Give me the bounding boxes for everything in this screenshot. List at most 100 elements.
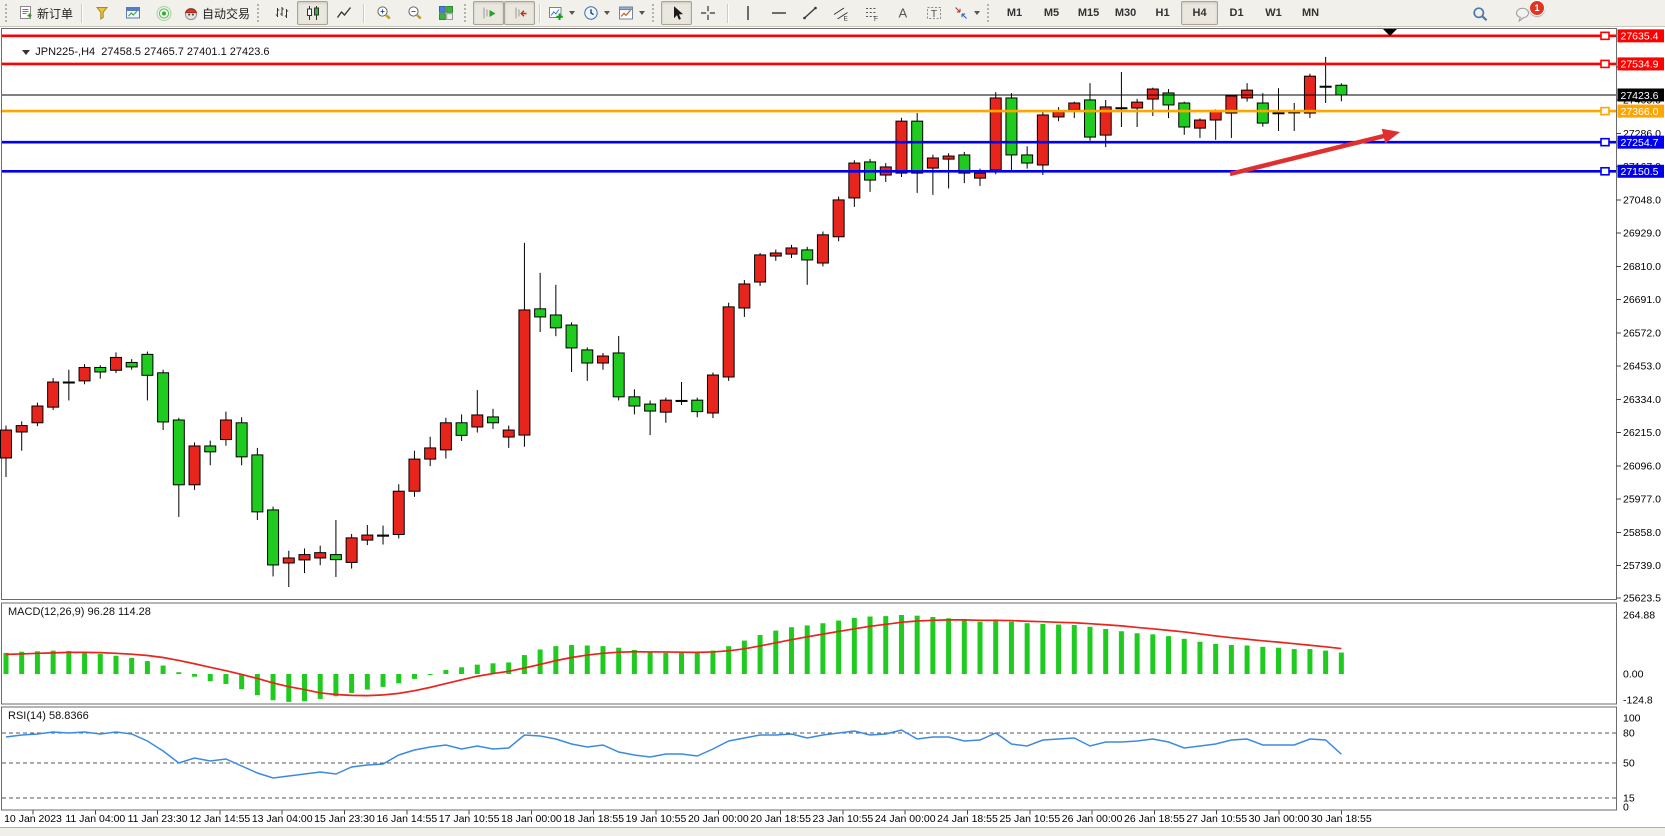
timeframe-w1-button[interactable]: W1 <box>1255 1 1292 25</box>
new-order-button[interactable]: 新订单 <box>14 1 77 25</box>
timeframe-d1-button[interactable]: D1 <box>1218 1 1255 25</box>
macd-histogram-bar <box>804 625 810 674</box>
macd-histogram-bar <box>1071 625 1077 674</box>
line-chart-button[interactable] <box>328 1 359 25</box>
auto-trading-button-label: 自动交易 <box>202 6 251 21</box>
macd-histogram-bar <box>144 661 150 674</box>
terminal-button[interactable] <box>117 1 148 25</box>
macd-histogram-bar <box>1040 623 1046 674</box>
macd-histogram-bar <box>569 645 575 674</box>
bar-chart-button[interactable] <box>266 1 297 25</box>
new-order-button-label: 新订单 <box>37 6 74 21</box>
trendline-button[interactable] <box>794 1 825 25</box>
rsi-pane[interactable] <box>1 706 1617 811</box>
search-button[interactable] <box>1464 2 1495 26</box>
auto-trading-button[interactable]: 自动交易 <box>179 1 254 25</box>
indicators-button[interactable] <box>544 1 579 25</box>
timeframe-m30-button[interactable]: M30 <box>1107 1 1144 25</box>
candle <box>706 374 719 414</box>
timeframe-mn-button[interactable]: MN <box>1292 1 1329 25</box>
candle <box>801 249 814 261</box>
macd-scale-label: 264.88 <box>1623 610 1655 622</box>
crosshair-button[interactable] <box>692 1 723 25</box>
timeframe-m1-button[interactable]: M1 <box>996 1 1033 25</box>
time-tick-label: 24 Jan 00:00 <box>875 813 936 825</box>
periods-button-dropdown-icon[interactable] <box>604 11 611 15</box>
toolbar-buttons: 新订单 自动交易 E F A T M1 M5 M15 M30 H1 H4 D1 W1 MN <box>2 1 1329 25</box>
zoom-in-button[interactable] <box>368 1 399 25</box>
chart-top-marker-icon[interactable] <box>1383 29 1397 36</box>
candle <box>895 120 908 174</box>
timeframe-h1-button[interactable]: H1 <box>1144 1 1181 25</box>
templates-button-dropdown-icon[interactable] <box>639 11 646 15</box>
notifications-button[interactable]: 1 <box>1507 0 1545 26</box>
candlestick-chart-button[interactable] <box>297 1 329 25</box>
periods-button[interactable] <box>579 1 614 25</box>
macd-histogram-bar <box>239 674 245 690</box>
line-endpoint-handle[interactable] <box>1600 106 1610 116</box>
signal-button[interactable] <box>148 1 179 25</box>
time-tick-label: 23 Jan 10:55 <box>813 813 874 825</box>
text-button[interactable]: A <box>887 1 918 25</box>
candle <box>329 554 342 561</box>
candle <box>549 314 562 329</box>
chart-shift-button[interactable] <box>504 1 536 25</box>
candle <box>62 381 75 384</box>
candle <box>1068 102 1081 111</box>
timeframe-m5-button-label: M5 <box>1043 7 1060 19</box>
candle <box>125 361 138 368</box>
candle <box>298 554 311 561</box>
tile-windows-button[interactable] <box>430 1 461 25</box>
candle <box>785 247 798 255</box>
candle <box>361 534 374 541</box>
line-endpoint-handle[interactable] <box>1600 31 1610 41</box>
chart-ohlc-values: 27458.5 27465.7 27401.1 27423.6 <box>101 46 270 58</box>
trend-arrow-line[interactable] <box>1229 132 1391 177</box>
price-tick-label: 26572.0 <box>1623 327 1661 339</box>
macd-histogram-bar <box>192 674 198 677</box>
indicators-button-dropdown-icon[interactable] <box>569 11 576 15</box>
candle <box>408 458 421 492</box>
vertical-line-button[interactable] <box>732 1 763 25</box>
macd-histogram-bar <box>1197 641 1203 674</box>
macd-histogram-bar <box>380 674 386 687</box>
auto-scroll-button[interactable] <box>473 1 505 25</box>
chart-symbol-period: JPN225-,H4 <box>35 46 96 58</box>
line-endpoint-handle[interactable] <box>1600 59 1610 69</box>
macd-histogram-bar <box>34 651 40 674</box>
price-tick-label: 26929.0 <box>1623 228 1661 240</box>
trend-arrow-head[interactable] <box>1381 128 1400 144</box>
timeframe-h4-button[interactable]: H4 <box>1181 1 1219 25</box>
candle <box>848 162 861 199</box>
symbol-dropdown-icon[interactable] <box>22 49 31 55</box>
line-endpoint-handle[interactable] <box>1600 137 1610 147</box>
notification-badge: 1 <box>1529 0 1545 16</box>
zoom-out-button[interactable] <box>399 1 430 25</box>
templates-button[interactable] <box>614 1 649 25</box>
funnel-button[interactable] <box>86 1 117 25</box>
candle <box>235 422 248 458</box>
candle <box>644 403 657 412</box>
equidistant-channel-button[interactable]: E <box>825 1 856 25</box>
cursor-button[interactable] <box>661 1 693 25</box>
macd-histogram-bar <box>427 674 433 675</box>
time-tick-label: 18 Jan 00:00 <box>501 813 562 825</box>
macd-histogram-bar <box>19 651 25 674</box>
timeframe-m5-button[interactable]: M5 <box>1033 1 1070 25</box>
timeframe-m15-button[interactable]: M15 <box>1070 1 1107 25</box>
macd-histogram-bar <box>679 652 685 674</box>
candle <box>1083 99 1096 138</box>
text-label-button[interactable]: T <box>918 1 949 25</box>
horizontal-line-button[interactable] <box>763 1 794 25</box>
fibonacci-button[interactable]: F <box>856 1 887 25</box>
candle <box>911 120 924 174</box>
arrows-button[interactable] <box>949 1 984 25</box>
macd-histogram-bar <box>506 662 512 674</box>
candle <box>282 557 295 564</box>
main-pane[interactable] <box>1 28 1617 600</box>
arrows-button-dropdown-icon[interactable] <box>974 11 981 15</box>
line-endpoint-handle[interactable] <box>1600 166 1610 176</box>
timeframe-m30-button-label: M30 <box>1114 7 1137 19</box>
